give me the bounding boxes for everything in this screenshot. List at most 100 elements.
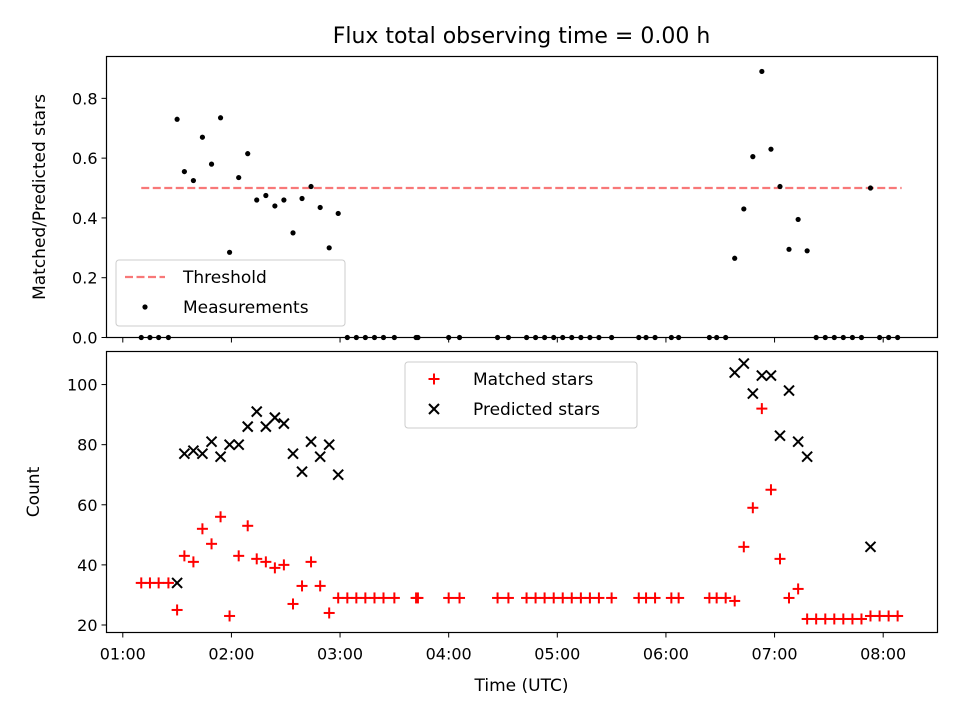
- x-tick-label: 03:00: [317, 645, 363, 664]
- matched-star-point: [855, 613, 867, 625]
- top-panel: 0.00.20.40.60.8 Matched/Predicted stars …: [30, 55, 939, 348]
- top-legend: Threshold Measurements: [115, 259, 346, 327]
- predicted-star-point: [178, 447, 191, 460]
- matched-star-point: [233, 550, 245, 562]
- measurement-point: [217, 115, 224, 121]
- measurement-point: [786, 246, 792, 252]
- predicted-star-point: [171, 577, 183, 589]
- predicted-star-point: [296, 466, 308, 478]
- matched-star-point: [729, 595, 741, 607]
- measurement-point: [795, 216, 801, 223]
- matched-star-point: [756, 403, 768, 415]
- measurement-point: [254, 197, 260, 203]
- matched-star-point: [224, 610, 236, 622]
- matched-star-point: [162, 577, 174, 589]
- matched-star-point: [296, 580, 308, 592]
- top-y-axis-label: Matched/Predicted stars: [30, 94, 50, 300]
- measurement-point: [768, 146, 774, 152]
- matched-star-point: [765, 484, 777, 496]
- top-y-tick-label: 0.8: [72, 89, 97, 108]
- matched-star-point: [606, 592, 618, 604]
- predicted-star-point: [278, 417, 290, 430]
- matched-star-point: [242, 520, 254, 532]
- top-y-tick-label: 0.2: [72, 269, 97, 288]
- bottom-y-tick-label: 20: [77, 616, 97, 635]
- matched-star-point: [196, 523, 208, 535]
- predicted-star-point: [223, 438, 236, 451]
- predicted-star-point: [783, 384, 795, 397]
- predicted-star-point: [187, 444, 200, 457]
- predicted-star-point: [305, 435, 317, 448]
- predicted-star-point: [774, 429, 786, 442]
- bottom-panel: 20 40 60 80 100 01:00 02:00 03:00 04:00 05:00 06:0…: [24, 350, 939, 696]
- measurement-point: [867, 185, 874, 191]
- x-tick-label: 06:00: [643, 645, 689, 664]
- matched-star-point: [314, 580, 326, 592]
- matched-star-point: [747, 502, 759, 514]
- matched-star-point: [502, 592, 514, 604]
- matched-star-point: [892, 610, 904, 622]
- legend-matched-label: Matched stars: [473, 370, 593, 390]
- predicted-star-point: [232, 438, 245, 451]
- measurement-point: [199, 134, 206, 140]
- chart-title: Flux total observing time = 0.00 h: [333, 24, 711, 49]
- matched-star-point: [287, 598, 299, 610]
- measurement-point: [759, 68, 765, 75]
- predicted-star-point: [205, 435, 218, 448]
- predicted-star-point: [332, 469, 344, 481]
- bottom-y-tick-label: 40: [77, 556, 97, 575]
- matched-star-point: [305, 556, 317, 568]
- predicted-star-point: [738, 357, 750, 370]
- measurement-point: [226, 249, 233, 255]
- predicted-star-point: [260, 420, 272, 433]
- bottom-y-tick-label: 80: [77, 436, 97, 455]
- matched-star-point: [774, 553, 786, 565]
- top-y-tick-label: 0.0: [72, 329, 97, 348]
- measurement-point: [181, 168, 187, 175]
- x-tick-label: 05:00: [534, 645, 580, 664]
- x-tick-label: 02:00: [208, 645, 254, 664]
- predicted-star-point: [242, 420, 254, 433]
- measurement-point: [326, 245, 332, 251]
- matched-star-point: [187, 556, 199, 568]
- measurement-point: [281, 197, 287, 203]
- matched-star-point: [720, 592, 732, 604]
- bottom-y-tick-label: 60: [77, 496, 97, 515]
- x-tick-label: 08:00: [860, 645, 906, 664]
- top-legend-box: [115, 259, 346, 327]
- measurement-point: [272, 203, 278, 209]
- matched-star-point: [649, 592, 661, 604]
- matched-star-point: [492, 592, 504, 604]
- predicted-star-point: [747, 387, 759, 400]
- top-axes-frame: [105, 55, 939, 339]
- matched-star-point: [251, 553, 263, 565]
- top-y-tick-label: 0.6: [72, 149, 97, 168]
- x-tick-label: 01:00: [100, 645, 146, 664]
- measurement-point: [317, 204, 323, 211]
- matched-star-point: [215, 511, 227, 523]
- measurement-point: [804, 248, 810, 254]
- predicted-star-point: [765, 369, 777, 382]
- measurement-point: [308, 183, 314, 190]
- matched-star-point: [278, 559, 290, 571]
- predicted-star-point: [269, 411, 281, 424]
- measurement-point: [299, 195, 305, 202]
- legend-predicted-swatch: [428, 403, 440, 415]
- measurement-point: [777, 183, 783, 190]
- measurement-point: [208, 161, 215, 167]
- matched-star-point: [738, 541, 750, 553]
- legend-threshold-label: Threshold: [182, 268, 267, 288]
- predicted-star-point: [728, 366, 741, 379]
- bottom-axes-frame: [105, 350, 939, 634]
- predicted-star-point: [214, 450, 227, 463]
- matched-star-point: [388, 592, 400, 604]
- matched-star-point: [792, 583, 804, 595]
- x-tick-label: 07:00: [752, 645, 798, 664]
- legend-measurements-label: Measurements: [183, 298, 309, 318]
- x-tick-label: 04:00: [426, 645, 472, 664]
- bottom-y-tick-label: 100: [67, 376, 98, 395]
- matched-star-point: [783, 592, 795, 604]
- top-y-tick-label: 0.4: [72, 209, 97, 228]
- measurement-point: [741, 206, 747, 212]
